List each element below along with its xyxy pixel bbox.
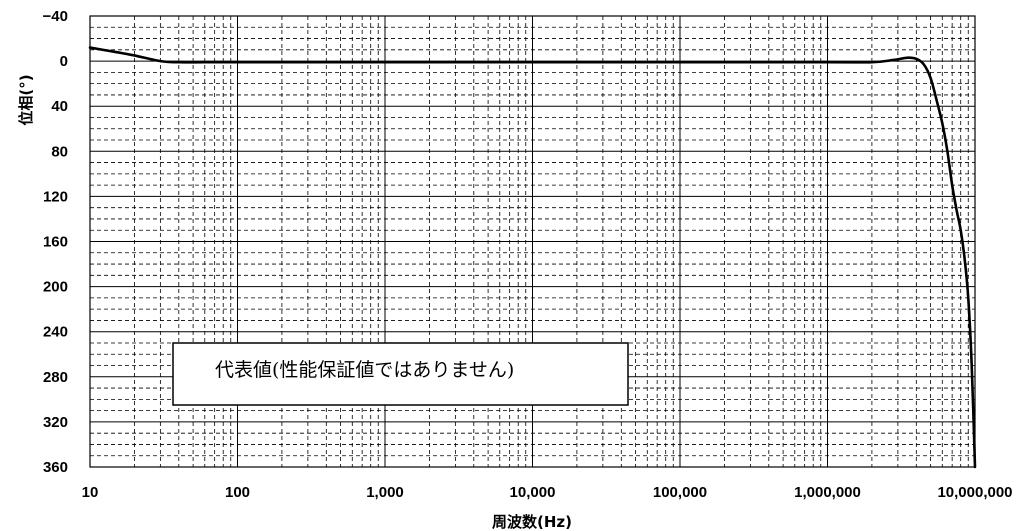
y-tick-label: 320 (43, 414, 68, 431)
phase-series-line (88, 46, 977, 469)
y-tick-label: 120 (43, 188, 68, 205)
x-axis-title: 周波数(Hz) (492, 513, 572, 531)
x-tick-label: 1,000 (366, 484, 404, 501)
x-tick-label: 100 (225, 484, 250, 501)
y-tick-label: −40 (43, 8, 68, 25)
x-tick-label: 10,000,000 (937, 484, 1012, 501)
y-tick-label: 200 (43, 279, 68, 296)
x-tick-label: 10,000 (510, 484, 556, 501)
y-tick-label: 360 (43, 459, 68, 476)
y-tick-label: 280 (43, 369, 68, 386)
series-group (88, 46, 977, 469)
x-tick-label: 1,000,000 (794, 484, 861, 501)
annotation-frame (172, 342, 629, 406)
annotation-text: 代表値(性能保証値ではありません) (215, 359, 514, 381)
plot-frame (89, 15, 976, 468)
y-tick-label: 0 (60, 53, 68, 70)
y-tick-label: 160 (43, 234, 68, 251)
y-tick-labels: −40 0 40 80 120 160 200 240 280 320 360 (43, 8, 68, 476)
y-tick-label: 40 (51, 98, 68, 115)
y-tick-label: 240 (43, 324, 68, 341)
x-tick-labels: 10 100 1,000 10,000 100,000 1,000,000 10,000,0… (82, 484, 1013, 501)
x-tick-label: 10 (82, 484, 99, 501)
x-tick-label: 100,000 (653, 484, 707, 501)
y-axis-title: 位相(°) (17, 74, 35, 125)
y-tick-label: 80 (51, 143, 68, 160)
annotation-box: 代表値(性能保証値ではありません) (172, 342, 629, 406)
